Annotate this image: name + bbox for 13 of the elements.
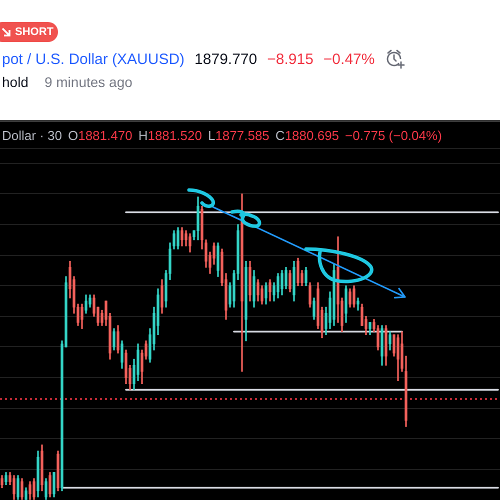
text: H1881.520 — [138, 128, 202, 143]
text: 9 minutes ago — [44, 74, 132, 90]
text: 1879.770 — [194, 50, 258, 68]
text: SHORT — [15, 26, 54, 38]
text: Dollar · 30 — [2, 128, 62, 143]
chart-title: pot / U.S. Dollar (XAUUSD) — [2, 50, 185, 68]
text: −0.47% — [323, 50, 375, 68]
text: O1881.470 — [68, 128, 132, 143]
text: L1877.585 — [208, 128, 270, 143]
text: −8.915 — [267, 50, 314, 68]
text: hold — [2, 74, 28, 90]
text: −0.775 (−0.04%) — [345, 128, 442, 143]
text: C1880.695 — [275, 128, 340, 143]
